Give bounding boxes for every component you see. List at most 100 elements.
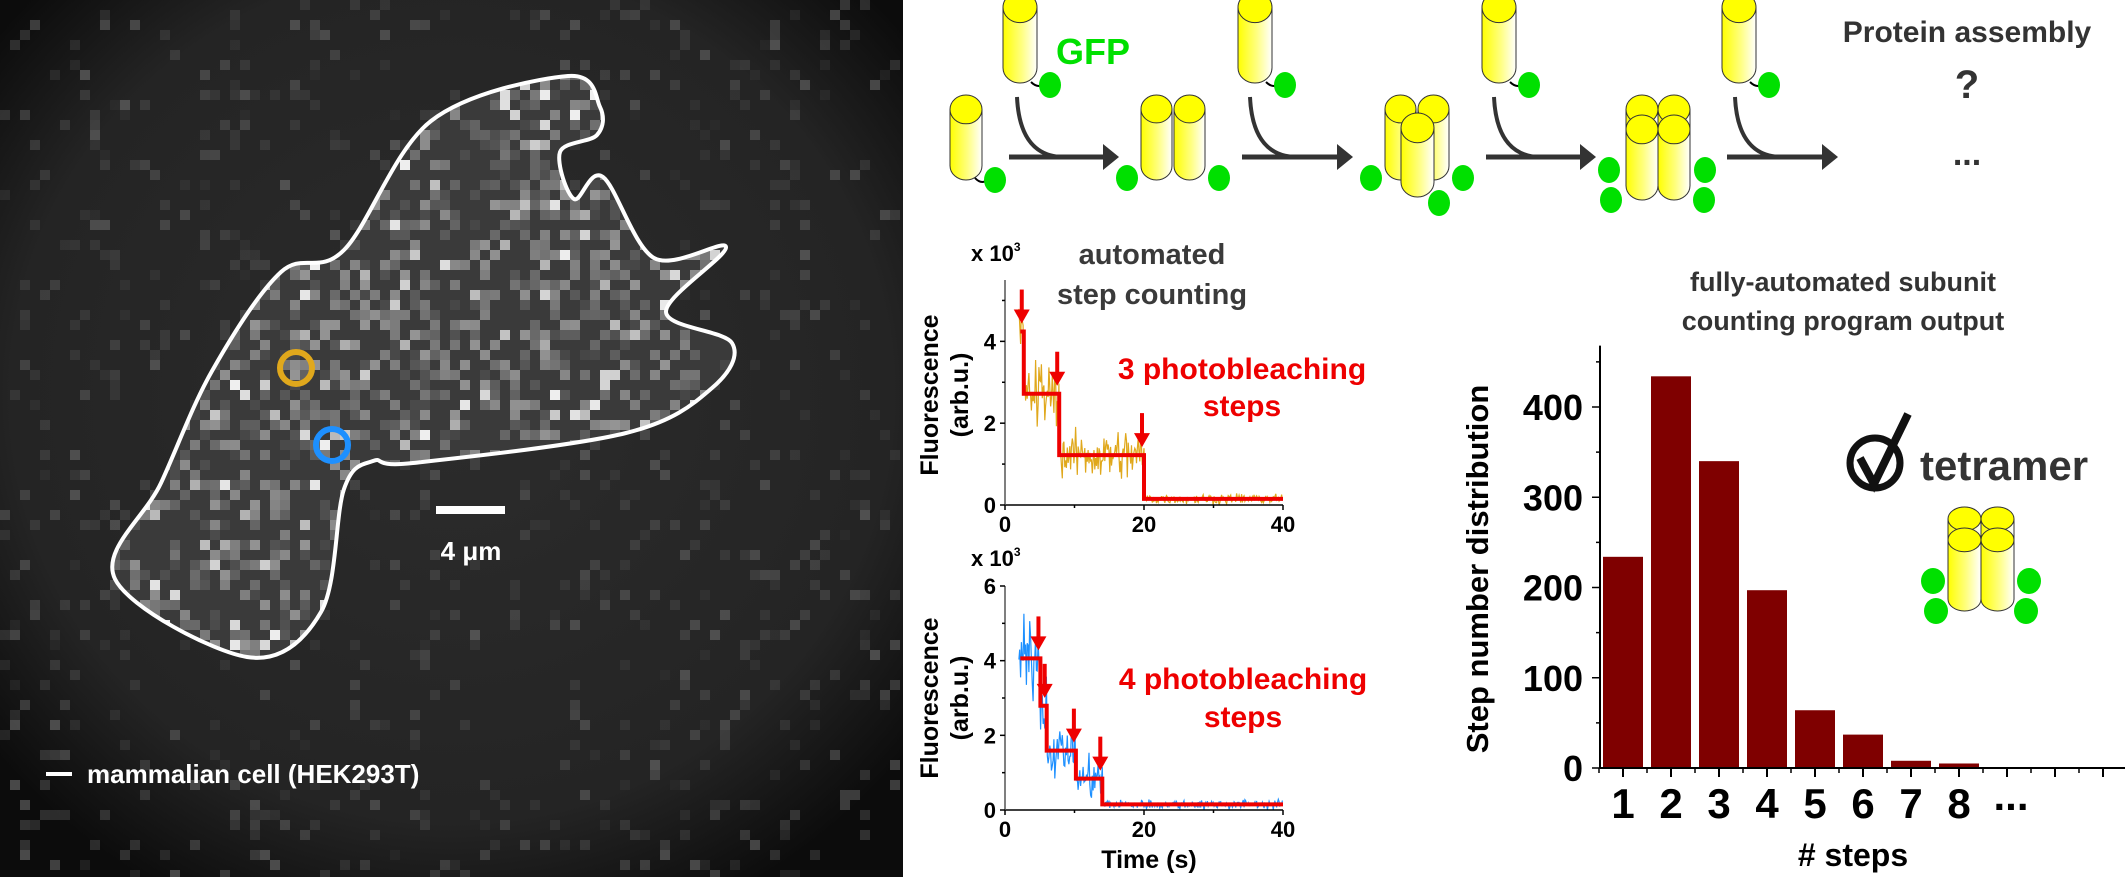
cell-speckle — [300, 550, 310, 560]
background-speckle — [490, 790, 500, 800]
cell-speckle — [260, 450, 270, 460]
background-speckle — [30, 140, 40, 150]
background-speckle — [860, 470, 870, 480]
background-speckle — [730, 860, 740, 870]
background-speckle — [310, 640, 320, 650]
cell-speckle — [210, 560, 220, 570]
background-speckle — [290, 200, 300, 210]
cell-speckle — [330, 340, 340, 350]
cell-speckle — [250, 420, 260, 430]
cell-speckle — [300, 420, 310, 430]
cell-speckle — [540, 360, 550, 370]
cell-speckle — [460, 400, 470, 410]
background-speckle — [740, 640, 750, 650]
background-speckle — [770, 180, 780, 190]
cell-speckle — [330, 420, 340, 430]
background-speckle — [200, 230, 210, 240]
cell-speckle — [610, 260, 620, 270]
cell-speckle — [480, 370, 490, 380]
gfp-blob — [1693, 187, 1715, 213]
cell-speckle — [400, 440, 410, 450]
cell-speckle — [230, 380, 240, 390]
cell-speckle — [500, 100, 510, 110]
background-speckle — [290, 80, 300, 90]
background-speckle — [780, 830, 790, 840]
cell-speckle — [450, 410, 460, 420]
cell-speckle — [310, 400, 320, 410]
cell-speckle — [520, 400, 530, 410]
cell-speckle — [330, 510, 340, 520]
cell-speckle — [290, 340, 300, 350]
background-speckle — [720, 720, 730, 730]
cell-speckle — [380, 190, 390, 200]
cell-speckle — [630, 320, 640, 330]
background-speckle — [780, 820, 790, 830]
cell-speckle — [360, 320, 370, 330]
cell-speckle — [390, 220, 400, 230]
cell-speckle — [370, 310, 380, 320]
background-speckle — [420, 490, 430, 500]
cell-speckle — [630, 280, 640, 290]
traces-title-line2: step counting — [1057, 279, 1247, 311]
cell-speckle — [290, 330, 300, 340]
cell-speckle — [360, 290, 370, 300]
cell-speckle — [340, 370, 350, 380]
background-speckle — [210, 90, 220, 100]
background-speckle — [890, 680, 900, 690]
background-speckle — [230, 260, 240, 270]
background-speckle — [620, 500, 630, 510]
background-speckle — [420, 640, 430, 650]
background-speckle — [860, 630, 870, 640]
cell-speckle — [330, 520, 340, 530]
cell-speckle — [390, 210, 400, 220]
background-speckle — [140, 160, 150, 170]
cell-speckle — [540, 340, 550, 350]
background-speckle — [10, 570, 20, 580]
background-speckle — [230, 90, 240, 100]
cell-speckle — [240, 390, 250, 400]
cell-speckle — [360, 260, 370, 270]
background-speckle — [730, 90, 740, 100]
cell-speckle — [340, 400, 350, 410]
cell-speckle — [390, 340, 400, 350]
background-speckle — [410, 510, 420, 520]
cell-speckle — [510, 400, 520, 410]
cell-speckle — [530, 270, 540, 280]
step-arrowhead-icon — [1092, 756, 1109, 771]
background-speckle — [160, 30, 170, 40]
background-speckle — [770, 30, 780, 40]
cell-speckle — [540, 120, 550, 130]
background-speckle — [700, 500, 710, 510]
cell-speckle — [290, 430, 300, 440]
cell-speckle — [290, 400, 300, 410]
background-speckle — [860, 160, 870, 170]
cell-speckle — [580, 130, 590, 140]
cell-speckle — [430, 350, 440, 360]
step-count-annotation-line2: steps — [1204, 701, 1282, 734]
cell-speckle — [560, 280, 570, 290]
cell-speckle — [360, 270, 370, 280]
cell-speckle — [540, 260, 550, 270]
cell-speckle — [490, 100, 500, 110]
background-speckle — [90, 360, 100, 370]
background-speckle — [80, 630, 90, 640]
background-speckle — [780, 310, 790, 320]
cell-speckle — [520, 80, 530, 90]
cell-speckle — [230, 640, 240, 650]
background-speckle — [40, 470, 50, 480]
background-speckle — [370, 10, 380, 20]
cell-speckle — [260, 600, 270, 610]
cell-speckle — [330, 360, 340, 370]
background-speckle — [570, 700, 580, 710]
cell-speckle — [200, 570, 210, 580]
background-speckle — [230, 40, 240, 50]
background-speckle — [510, 610, 520, 620]
background-speckle — [760, 480, 770, 490]
background-speckle — [200, 130, 210, 140]
background-speckle — [600, 150, 610, 160]
background-speckle — [80, 470, 90, 480]
background-speckle — [770, 200, 780, 210]
cell-speckle — [390, 230, 400, 240]
cell-speckle — [280, 500, 290, 510]
cell-speckle — [240, 650, 250, 658]
